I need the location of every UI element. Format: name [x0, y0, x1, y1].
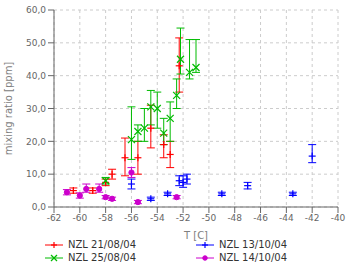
html-text:NZL 13/10/04: NZL 13/10/04 [219, 239, 287, 250]
svg-text:30,0: 30,0 [26, 104, 46, 114]
svg-text:0,0: 0,0 [32, 202, 47, 212]
svg-text:T [C]: T [C] [183, 230, 208, 241]
svg-text:-56: -56 [124, 213, 139, 223]
svg-text:-52: -52 [176, 213, 191, 223]
svg-text:-60: -60 [72, 213, 87, 223]
svg-text:-58: -58 [98, 213, 113, 223]
svg-text:-48: -48 [227, 213, 242, 223]
html-text:NZL 21/08/04: NZL 21/08/04 [68, 239, 136, 250]
svg-text:20,0: 20,0 [26, 137, 46, 147]
svg-text:-40: -40 [331, 213, 344, 223]
svg-text:60,0: 60,0 [26, 5, 46, 15]
html-text:NZL 14/10/04: NZL 14/10/04 [219, 252, 287, 263]
svg-text:-62: -62 [47, 213, 62, 223]
svg-text:40,0: 40,0 [26, 71, 46, 81]
svg-text:-44: -44 [279, 213, 294, 223]
svg-text:-42: -42 [305, 213, 320, 223]
html-text:NZL 25/08/04: NZL 25/08/04 [68, 252, 136, 263]
svg-text:10,0: 10,0 [26, 169, 46, 179]
svg-text:-46: -46 [253, 213, 268, 223]
svg-text:-54: -54 [150, 213, 165, 223]
svg-text:-50: -50 [202, 213, 217, 223]
svg-text:mixing ratio [ppm]: mixing ratio [ppm] [8, 62, 14, 156]
svg-text:50,0: 50,0 [26, 38, 46, 48]
